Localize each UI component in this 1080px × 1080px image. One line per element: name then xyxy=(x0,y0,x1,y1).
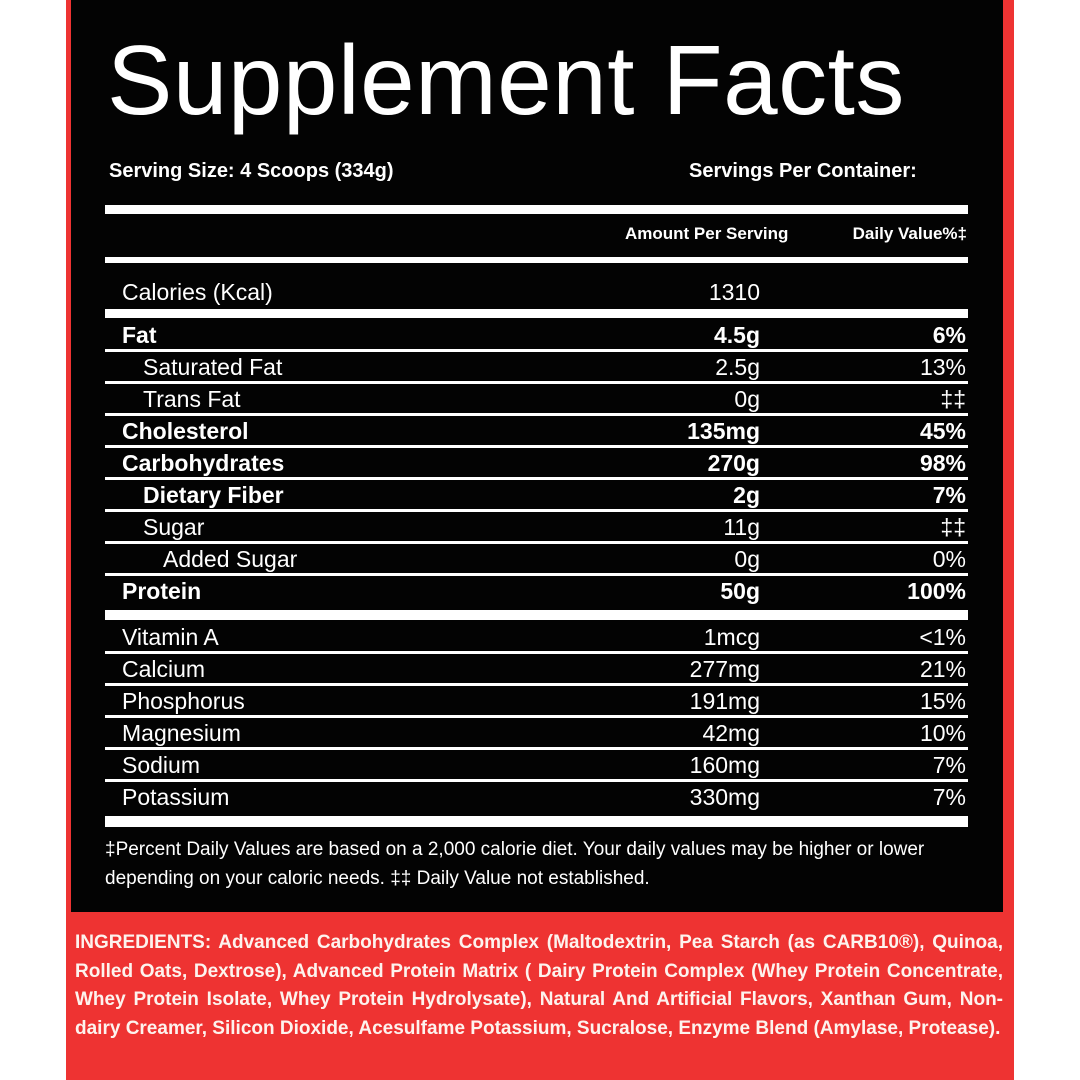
nutrient-name: Saturated Fat xyxy=(143,354,283,380)
nutrient-dv: ‡‡ xyxy=(940,514,966,540)
nutrient-amount: 42mg xyxy=(702,720,760,746)
calories-row: Calories (Kcal) 1310 xyxy=(105,277,968,306)
nutrient-amount: 2g xyxy=(733,482,760,508)
nutrient-name: Protein xyxy=(122,578,202,604)
nutrient-name: Dietary Fiber xyxy=(143,482,284,508)
nutrient-dv: 7% xyxy=(932,784,966,810)
divider-thick xyxy=(105,205,968,214)
nutrient-amount: 270g xyxy=(707,450,760,476)
nutrient-row: Vitamin A 1mcg <1% xyxy=(105,622,968,654)
ingredients-text: Advanced Carbohydrates Complex (Maltodex… xyxy=(75,932,1003,1039)
nutrient-row: Cholesterol 135mg 45% xyxy=(105,416,968,448)
nutrient-name: Added Sugar xyxy=(163,546,298,572)
nutrient-dv: 98% xyxy=(919,450,966,476)
nutrient-row: Fat 4.5g 6% xyxy=(105,320,968,352)
nutrient-name: Calcium xyxy=(122,656,206,682)
nutrient-dv: <1% xyxy=(919,624,966,650)
nutrient-amount: 4.5g xyxy=(713,322,760,348)
nutrient-amount: 0g xyxy=(734,546,760,572)
nutrient-row: Dietary Fiber 2g 7% xyxy=(105,480,968,512)
nutrient-name: Phosphorus xyxy=(122,688,245,714)
nutrient-dv: 0% xyxy=(932,546,966,572)
nutrient-dv: 13% xyxy=(919,354,966,380)
nutrient-amount: 191mg xyxy=(689,688,760,714)
divider-thick xyxy=(105,816,968,827)
divider xyxy=(105,257,968,263)
nutrient-dv: 6% xyxy=(932,322,966,348)
footnote: ‡Percent Daily Values are based on a 2,0… xyxy=(105,839,925,889)
servings-per-container: Servings Per Container: xyxy=(689,160,917,182)
calories-value: 1310 xyxy=(708,279,760,305)
nutrient-amount: 50g xyxy=(720,578,760,604)
nutrient-amount: 11g xyxy=(723,514,760,540)
nutrient-name: Vitamin A xyxy=(122,624,219,650)
nutrient-row: Protein 50g 100% xyxy=(105,576,968,605)
nutrient-amount: 160mg xyxy=(689,752,760,778)
nutrient-amount: 2.5g xyxy=(715,354,760,380)
nutrient-name: Potassium xyxy=(122,784,230,810)
nutrient-dv: 10% xyxy=(919,720,966,746)
nutrient-name: Fat xyxy=(122,322,157,348)
nutrient-row: Saturated Fat 2.5g 13% xyxy=(105,352,968,384)
nutrient-row: Carbohydrates 270g 98% xyxy=(105,448,968,480)
nutrient-amount: 135mg xyxy=(687,418,760,444)
ingredients: INGREDIENTS: Advanced Carbohydrates Comp… xyxy=(75,929,1003,1043)
nutrient-name: Sodium xyxy=(122,752,200,778)
divider-thick xyxy=(105,309,968,318)
dv-header: Daily Value%‡ xyxy=(852,224,967,243)
nutrient-row: Sodium 160mg 7% xyxy=(105,750,968,782)
supplement-facts-panel: Supplement Facts Serving Size: 4 Scoops … xyxy=(71,0,1003,912)
nutrient-row: Trans Fat 0g ‡‡ xyxy=(105,384,968,416)
nutrient-dv: 7% xyxy=(932,752,966,778)
nutrient-amount: 330mg xyxy=(689,784,760,810)
nutrient-row: Added Sugar 0g 0% xyxy=(105,544,968,576)
ingredients-label: INGREDIENTS: xyxy=(75,932,212,953)
nutrient-dv: ‡‡ xyxy=(940,386,966,412)
nutrient-amount: 277mg xyxy=(689,656,760,682)
nutrient-dv: 7% xyxy=(932,482,966,508)
nutrient-name: Sugar xyxy=(143,514,205,540)
nutrient-dv: 15% xyxy=(919,688,966,714)
nutrient-amount: 0g xyxy=(734,386,760,412)
divider-thick xyxy=(105,610,968,620)
serving-size: Serving Size: 4 Scoops (334g) xyxy=(109,160,394,182)
nutrient-row: Potassium 330mg 7% xyxy=(105,782,968,811)
nutrient-dv: 100% xyxy=(907,578,966,604)
nutrient-row: Calcium 277mg 21% xyxy=(105,654,968,686)
nutrient-dv: 21% xyxy=(919,656,966,682)
nutrient-name: Trans Fat xyxy=(143,386,241,412)
nutrient-row: Phosphorus 191mg 15% xyxy=(105,686,968,718)
amount-header: Amount Per Serving xyxy=(625,224,789,243)
nutrient-name: Cholesterol xyxy=(122,418,249,444)
page-title: Supplement Facts xyxy=(107,25,905,135)
nutrient-row: Sugar 11g ‡‡ xyxy=(105,512,968,544)
calories-label: Calories (Kcal) xyxy=(122,279,273,305)
nutrient-row: Magnesium 42mg 10% xyxy=(105,718,968,750)
nutrient-dv: 45% xyxy=(919,418,966,444)
nutrient-name: Magnesium xyxy=(122,720,241,746)
nutrient-name: Carbohydrates xyxy=(122,450,285,476)
nutrient-amount: 1mcg xyxy=(703,624,760,650)
